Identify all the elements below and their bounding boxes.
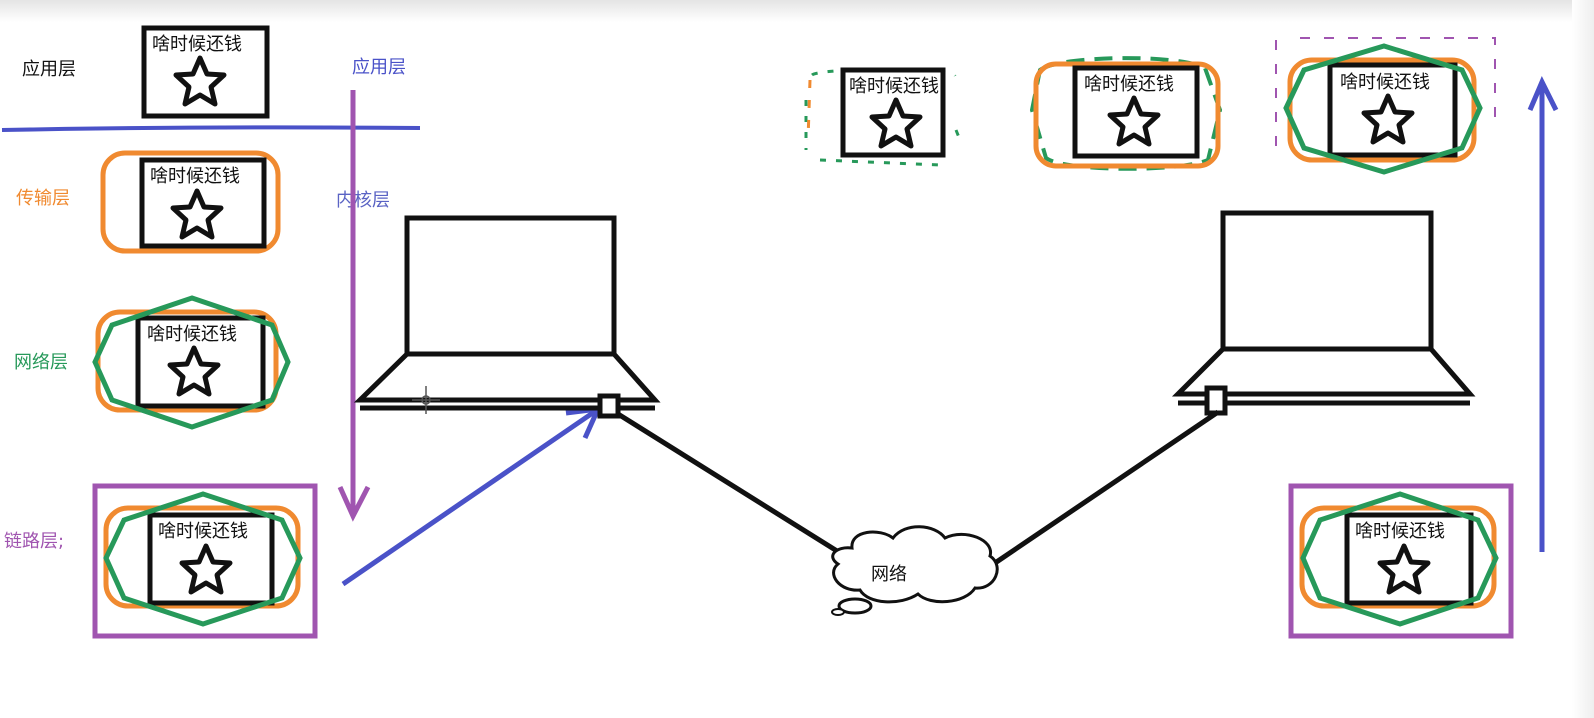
- side-label-kernel: 内核层: [336, 190, 390, 211]
- side-label-application: 应用层: [352, 57, 406, 78]
- downward-arrow: [337, 90, 371, 522]
- cursor-crosshair: [412, 386, 440, 414]
- packet-application-left: 啥时候还钱: [141, 25, 270, 119]
- packet-text: 啥时候还钱: [158, 521, 248, 542]
- packet-link-left: 啥时候还钱: [92, 483, 318, 639]
- window-top-edge: [0, 0, 1594, 22]
- laptop-icon: [1171, 210, 1476, 416]
- network-port-left: [597, 393, 621, 419]
- packet-transport-left: 啥时候还钱: [100, 150, 281, 254]
- packet-text: 啥时候还钱: [150, 166, 240, 187]
- user-kernel-divider: [1, 125, 421, 132]
- packet-link-right: 啥时候还钱: [1288, 483, 1514, 639]
- packet-received-app: 啥时候还钱: [804, 67, 962, 167]
- cloud-icon: [831, 525, 999, 616]
- window-right-edge: [1572, 0, 1594, 718]
- packet-received-transport: 啥时候还钱: [1029, 56, 1223, 171]
- network-label: 网络: [871, 564, 907, 585]
- wire-left: [616, 411, 847, 559]
- wire-right: [993, 409, 1220, 566]
- layer-label-transport: 传输层: [16, 188, 70, 209]
- packet-text: 啥时候还钱: [152, 34, 242, 55]
- packet-text: 啥时候还钱: [1340, 72, 1430, 93]
- send-arrow: [341, 405, 603, 587]
- laptop-icon: [353, 215, 661, 419]
- layer-label-network: 网络层: [14, 352, 68, 373]
- packet-received-network: 啥时候还钱: [1275, 37, 1496, 175]
- packet-text: 啥时候还钱: [1355, 521, 1445, 542]
- layer-label-application: 应用层: [22, 59, 76, 80]
- packet-network-left: 啥时候还钱: [92, 295, 291, 430]
- packet-text: 啥时候还钱: [1084, 74, 1174, 95]
- upward-arrow: [1527, 76, 1559, 552]
- packet-text: 啥时候还钱: [147, 324, 237, 345]
- network-port-right: [1204, 385, 1228, 416]
- packet-text: 啥时候还钱: [849, 76, 939, 97]
- layer-label-link: 链路层;: [4, 531, 65, 552]
